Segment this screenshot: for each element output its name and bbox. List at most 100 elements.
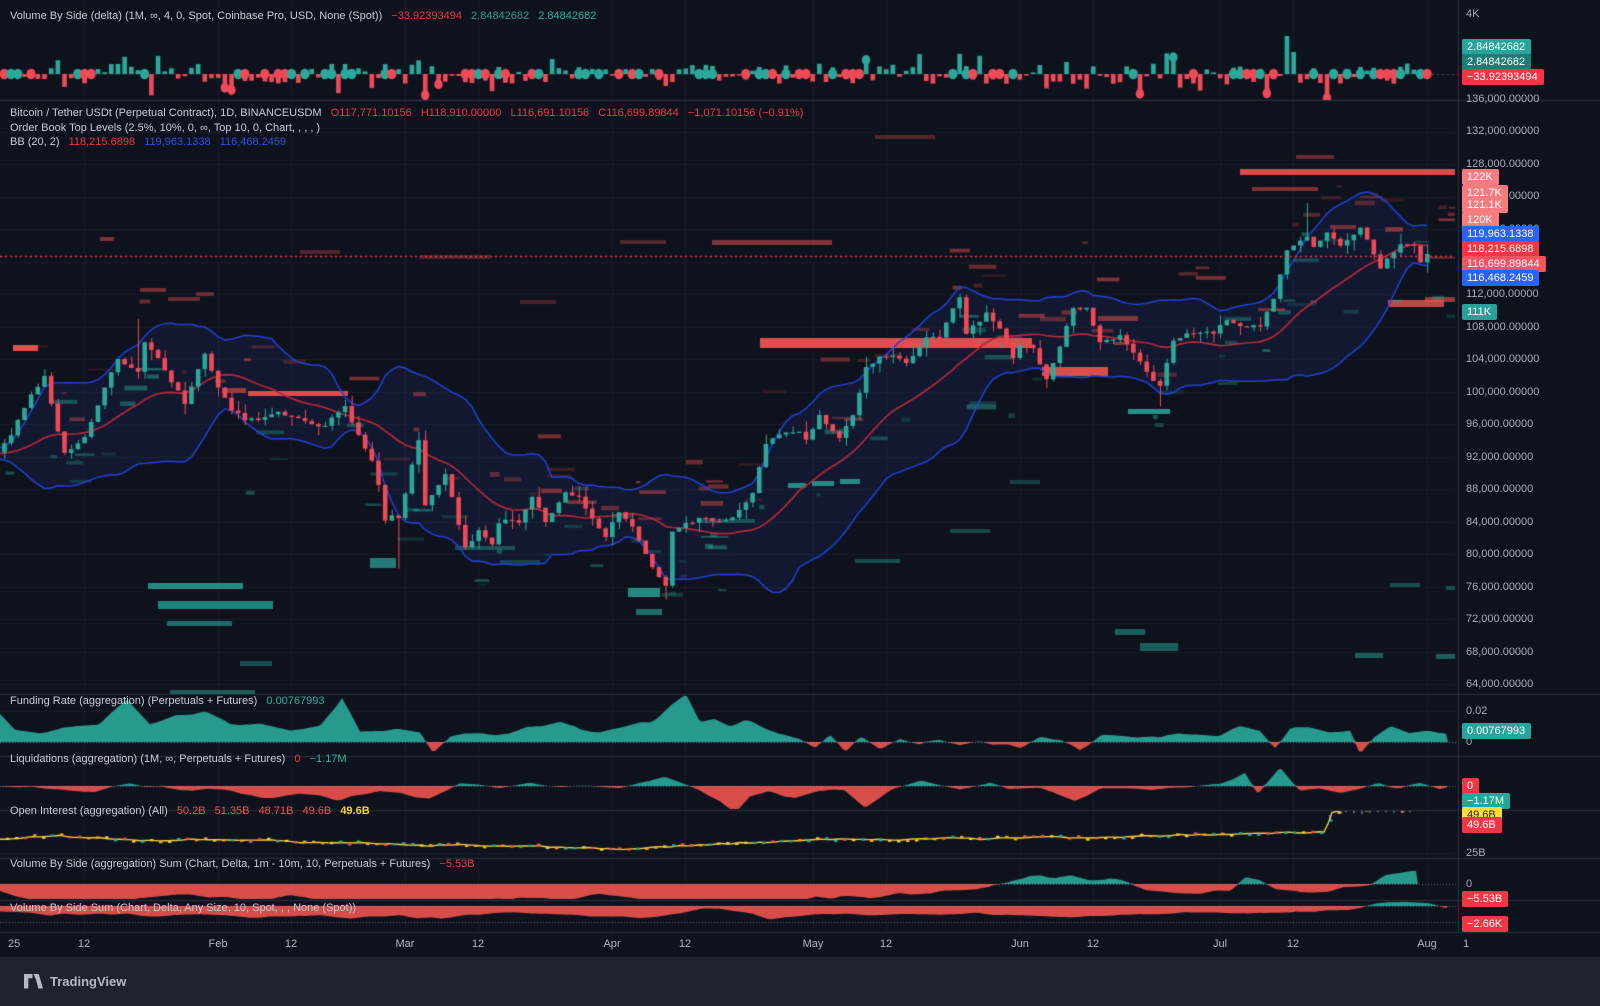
vbs-buy-value: 2.84842682 [471, 10, 530, 22]
vbs-delta-title[interactable]: Volume By Side (delta) (1M, ∞, 4, 0, Spo… [10, 10, 383, 22]
price-axis-badge: 111K [1462, 304, 1498, 320]
price-axis-label: 0 [1466, 736, 1473, 748]
time-axis-tick: Jul [1212, 938, 1228, 950]
orderbook-title[interactable]: Order Book Top Levels (2.5%, 10%, 0, ∞, … [10, 122, 321, 134]
price-axis-badge: 0.00767993 [1462, 723, 1532, 739]
price-axis-badge: 122K [1462, 169, 1499, 185]
time-axis-tick: Jun [1011, 938, 1029, 950]
price-axis-label: 68,000.00000 [1466, 646, 1534, 658]
price-axis-label: 4K [1466, 8, 1480, 20]
price-axis-badge: 119,963.1338 [1462, 226, 1540, 242]
price-axis-label: 96,000.00000 [1466, 418, 1534, 430]
ohlc-low: L116,691.10156 [510, 107, 590, 119]
oi-high: 51.35B [214, 805, 250, 817]
liquidations-pos-value: 0 [294, 753, 301, 765]
time-axis-tick: Aug [1417, 938, 1437, 950]
time-axis-tick: 12 [471, 938, 485, 950]
vbs-agg-value: −5.53B [439, 858, 475, 870]
price-axis[interactable]: 4K 136,000.00000 132,000.00000 128,000.0000… [1459, 0, 1600, 957]
ohlc-change: −1,071.10156 (−0.91%) [687, 107, 804, 119]
oi-title[interactable]: Open Interest (aggregation) (All) [10, 805, 168, 817]
tradingview-logo[interactable]: TradingView [24, 974, 126, 989]
legend-liquidations[interactable]: Liquidations (aggregation) (1M, ∞, Perpe… [10, 752, 353, 766]
price-axis-label: 0.02 [1466, 705, 1488, 717]
time-axis-tick: 25 [8, 938, 21, 950]
legend-bb[interactable]: BB (20, 2) 118,215.6898 119,963.1338 116… [10, 135, 292, 149]
price-axis-label: 80,000.00000 [1466, 548, 1534, 560]
ohlc-close: C116,699.89844 [598, 107, 679, 119]
price-axis-badge: −33.92393494 [1462, 69, 1544, 85]
bb-title[interactable]: BB (20, 2) [10, 136, 60, 148]
time-axis-tick: 12 [1286, 938, 1300, 950]
ohlc-open: O117,771.10156 [330, 107, 412, 119]
price-axis-badge: 120K [1462, 212, 1499, 228]
liquidations-title[interactable]: Liquidations (aggregation) (1M, ∞, Perpe… [10, 753, 286, 765]
bb-basis-value: 118,215.6898 [68, 136, 136, 148]
legend-vbs-sum[interactable]: Volume By Side Sum (Chart, Delta, Any Si… [10, 901, 362, 915]
oi-current: 49.6B [340, 805, 370, 817]
price-axis-label: 72,000.00000 [1466, 613, 1534, 625]
price-axis-badge: 118,215.6898 [1462, 241, 1540, 257]
bb-lower-value: 116,468.2459 [219, 136, 287, 148]
price-axis-label: 108,000.00000 [1466, 321, 1540, 333]
time-axis-tick: 12 [77, 938, 91, 950]
legend-funding[interactable]: Funding Rate (aggregation) (Perpetuals +… [10, 694, 331, 708]
funding-title[interactable]: Funding Rate (aggregation) (Perpetuals +… [10, 695, 258, 707]
price-axis-label: 100,000.00000 [1466, 386, 1540, 398]
price-axis-label: 128,000.00000 [1466, 158, 1540, 170]
time-axis-tick: 1 [1462, 938, 1470, 950]
legend-open-interest[interactable]: Open Interest (aggregation) (All) 50.2B … [10, 804, 376, 818]
funding-value: 0.00767993 [266, 695, 325, 707]
time-axis[interactable]: 25 12 Feb 12 Mar 12 Apr 12 May 12 Jun 12 Jul 12 Aug 1 [0, 932, 1600, 957]
price-axis-badge: −1.17M [1462, 793, 1510, 809]
price-axis-badge: 2.84842682 [1462, 39, 1532, 55]
legend-orderbook[interactable]: Order Book Top Levels (2.5%, 10%, 0, ∞, … [10, 121, 326, 135]
price-axis-label: 0 [1466, 878, 1473, 890]
legend-vbs-agg-sum[interactable]: Volume By Side (aggregation) Sum (Chart,… [10, 857, 481, 871]
oi-open: 50.2B [176, 805, 206, 817]
vbs-sum-title[interactable]: Volume By Side Sum (Chart, Delta, Any Si… [10, 902, 357, 914]
time-axis-tick: 12 [284, 938, 298, 950]
price-axis-badge: 2.84842682 [1462, 54, 1532, 70]
oi-low: 48.71B [258, 805, 294, 817]
price-axis-label: 88,000.00000 [1466, 483, 1534, 495]
time-axis-tick: 12 [678, 938, 692, 950]
price-axis-badge: 0 [1462, 778, 1480, 794]
price-axis-label: 132,000.00000 [1466, 125, 1540, 137]
ohlc-high: H118,910.00000 [420, 107, 502, 119]
vbs-delta-value: −33.92393494 [391, 10, 462, 22]
vbs-sell-value: 2.84842682 [538, 10, 597, 22]
tradingview-logo-text: TradingView [50, 974, 127, 989]
price-axis-label: 112,000.00000 [1466, 288, 1539, 300]
time-axis-tick: Mar [395, 938, 415, 950]
time-axis-tick: Feb [208, 938, 228, 950]
symbol-title[interactable]: Bitcoin / Tether USDt (Perpetual Contrac… [10, 107, 322, 119]
legend-vbs-delta[interactable]: Volume By Side (delta) (1M, ∞, 4, 0, Spo… [10, 9, 602, 23]
price-axis-badge: 116,699.89844 [1462, 256, 1546, 272]
liquidations-neg-value: −1.17M [309, 753, 347, 765]
time-axis-tick: 12 [1086, 938, 1100, 950]
time-axis-tick: 12 [879, 938, 893, 950]
oi-close: 49.6B [302, 805, 332, 817]
price-axis-label: 92,000.00000 [1466, 451, 1534, 463]
legend-symbol[interactable]: Bitcoin / Tether USDt (Perpetual Contrac… [10, 106, 809, 120]
price-axis-label: 76,000.00000 [1466, 581, 1534, 593]
time-axis-tick: May [802, 938, 824, 950]
bottom-bar: TradingView [0, 957, 1600, 1006]
price-axis-label: 64,000.00000 [1466, 678, 1534, 690]
price-axis-label: 136,000.00000 [1466, 93, 1540, 105]
bb-upper-value: 119,963.1338 [144, 136, 211, 148]
price-axis-badge: −5.53B [1462, 891, 1509, 907]
price-axis-label: 84,000.00000 [1466, 516, 1534, 528]
price-axis-label: 25B [1466, 847, 1486, 859]
price-axis-badge: −2.66K [1462, 916, 1509, 932]
vbs-agg-title[interactable]: Volume By Side (aggregation) Sum (Chart,… [10, 858, 431, 870]
price-axis-badge: 49.6B [1462, 817, 1502, 833]
price-axis-label: 104,000.00000 [1466, 353, 1540, 365]
time-axis-tick: Apr [603, 938, 621, 950]
price-axis-badge: 116,468.2459 [1462, 270, 1540, 286]
price-axis-badge: 121.1K [1462, 197, 1508, 213]
tradingview-logo-icon [24, 974, 43, 989]
